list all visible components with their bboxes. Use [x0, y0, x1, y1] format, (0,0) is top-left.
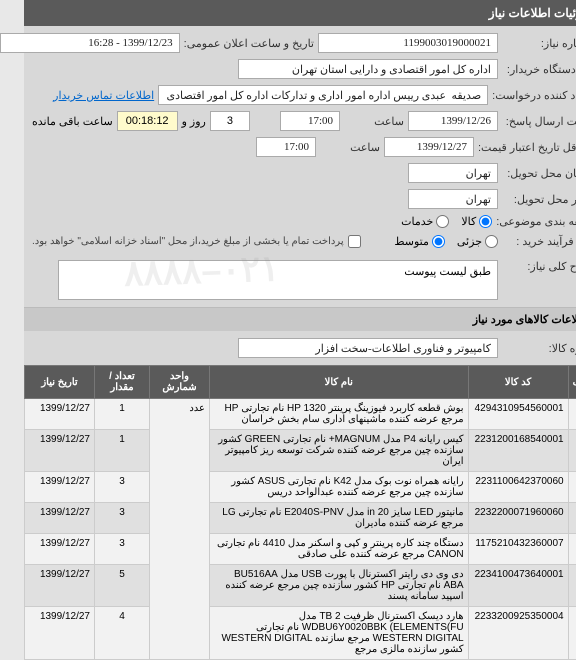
cell-date: 1399/12/27: [1, 430, 71, 472]
group-input[interactable]: [214, 338, 474, 358]
cell-qty: 3: [71, 503, 126, 534]
cell-code: 2233200925350004: [444, 607, 544, 660]
cell-qty: 3: [71, 534, 126, 565]
countdown-box: 00:18:12: [93, 111, 154, 131]
cell-qty: 4: [71, 607, 126, 660]
cell-row: [544, 607, 575, 660]
cell-name: کیس رایانه P4 مدل MAGNUM+ نام تجارتی GRE…: [186, 430, 445, 472]
table-row[interactable]: 2232200071960060 مانیتور LED سایز 20 in …: [1, 503, 576, 534]
col-row: ردیف: [544, 366, 575, 399]
hour-label-2: ساعت: [296, 141, 356, 154]
province-label: استان محل تحویل:: [478, 167, 568, 180]
cell-date: 1399/12/27: [1, 534, 71, 565]
cell-code: 2234100473640001: [444, 565, 544, 607]
cell-row: 1: [544, 399, 575, 430]
cell-code: 2232200071960060: [444, 503, 544, 534]
cell-qty: 5: [71, 565, 126, 607]
cell-code: 1175210432360007: [444, 534, 544, 565]
pay-note-text: پرداخت تمام یا بخشی از مبلغ خرید،از محل …: [8, 234, 320, 249]
cell-row: [544, 472, 575, 503]
cell-row: [544, 503, 575, 534]
req-number-input[interactable]: [294, 33, 474, 53]
table-row[interactable]: 2231100642370060 رایانه همراه نوت بوک مد…: [1, 472, 576, 503]
public-date-label: تاریخ و ساعت اعلان عمومی:: [160, 37, 290, 50]
buyer-contact-link[interactable]: اطلاعات تماس خریدار: [29, 89, 130, 102]
cell-row: [544, 534, 575, 565]
days-box: 3: [186, 111, 226, 131]
creator-input[interactable]: [134, 85, 464, 105]
panel-header: جزئیات اطلاعات نیاز: [0, 0, 576, 26]
buyer-org-input[interactable]: [214, 59, 474, 79]
col-qty: تعداد / مقدار: [71, 366, 126, 399]
creator-label: ایجاد کننده درخواست:: [468, 89, 568, 102]
cell-unit: عدد: [126, 399, 186, 660]
items-header: اطلاعات کالاهای مورد نیاز: [0, 307, 576, 331]
table-row[interactable]: 2234100473640001 دی وی دی رایتر اکسترنال…: [1, 565, 576, 607]
radio-motavaset-input[interactable]: [408, 235, 421, 248]
col-date: تاریخ نیاز: [1, 366, 71, 399]
cell-name: مانیتور LED سایز 20 in مدل E2040S-PNV نا…: [186, 503, 445, 534]
cell-name: هارد دیسک اکسترنال ظرفیت TB 2 مدل WDBU6Y…: [186, 607, 445, 660]
cell-date: 1399/12/27: [1, 472, 71, 503]
cell-code: 2231100642370060: [444, 472, 544, 503]
cell-row: [544, 430, 575, 472]
radio-kala-input[interactable]: [455, 215, 468, 228]
radio-jozi[interactable]: جزئی: [433, 235, 474, 248]
cell-qty: 1: [71, 430, 126, 472]
proc-type-label: نوع فرآیند خرید :: [478, 235, 568, 248]
table-row[interactable]: 1175210432360007 دستگاه چند کاره پرینتر …: [1, 534, 576, 565]
col-name: نام کالا: [186, 366, 445, 399]
deadline-hour-input[interactable]: [256, 111, 316, 131]
city-label: شهر محل تحویل:: [478, 193, 568, 206]
cell-date: 1399/12/27: [1, 565, 71, 607]
table-row[interactable]: 1 4294310954560001 بوش قطعه کاربرد فیوزی…: [1, 399, 576, 430]
hour-label-1: ساعت: [320, 115, 380, 128]
deadline-date-input[interactable]: [384, 111, 474, 131]
items-table: ردیف کد کالا نام کالا واحد شمارش تعداد /…: [0, 365, 576, 660]
city-input[interactable]: [384, 189, 474, 209]
table-row[interactable]: 2231200168540001 کیس رایانه P4 مدل MAGNU…: [1, 430, 576, 472]
public-date-input[interactable]: [0, 33, 156, 53]
validity-label: حداقل تاریخ اعتبار قیمت:: [454, 141, 568, 154]
desc-box[interactable]: طبق لیست پیوست: [34, 260, 474, 300]
cell-date: 1399/12/27: [1, 399, 71, 430]
budget-label: طبقه بندی موضوعی:: [472, 215, 568, 228]
cell-row: [544, 565, 575, 607]
group-label: گروه کالا:: [478, 342, 568, 355]
cell-code: 4294310954560001: [444, 399, 544, 430]
cell-qty: 1: [71, 399, 126, 430]
form-area: شماره نیاز: تاریخ و ساعت اعلان عمومی: نا…: [0, 26, 576, 307]
cell-date: 1399/12/27: [1, 607, 71, 660]
cell-date: 1399/12/27: [1, 503, 71, 534]
pay-note-checkbox[interactable]: [324, 235, 337, 248]
col-unit: واحد شمارش: [126, 366, 186, 399]
validity-date-input[interactable]: [360, 137, 450, 157]
req-number-label: شماره نیاز:: [478, 37, 568, 50]
table-row[interactable]: 2233200925350004 هارد دیسک اکسترنال ظرفی…: [1, 607, 576, 660]
cell-qty: 3: [71, 472, 126, 503]
cell-name: دی وی دی رایتر اکسترنال با پورت USB مدل …: [186, 565, 445, 607]
days-label: روز و: [158, 115, 182, 128]
cell-name: رایانه همراه نوت بوک مدل K42 نام تجارتی …: [186, 472, 445, 503]
validity-hour-input[interactable]: [232, 137, 292, 157]
panel-title: جزئیات اطلاعات نیاز: [465, 6, 566, 20]
radio-motavaset[interactable]: متوسط: [370, 235, 421, 248]
cell-code: 2231200168540001: [444, 430, 544, 472]
col-code: کد کالا: [444, 366, 544, 399]
deadline-label: مهلت ارسال پاسخ:: [478, 115, 568, 128]
radio-kala[interactable]: کالا: [437, 215, 468, 228]
radio-khadamat-input[interactable]: [412, 215, 425, 228]
buyer-org-label: نام دستگاه خریدار:: [478, 63, 568, 76]
radio-jozi-input[interactable]: [461, 235, 474, 248]
cell-name: بوش قطعه کاربرد فیوزینگ پرینتر HP 1320 ن…: [186, 399, 445, 430]
remain-label: ساعت باقی مانده: [8, 115, 89, 128]
province-input[interactable]: [384, 163, 474, 183]
radio-khadamat[interactable]: خدمات: [377, 215, 425, 228]
cell-name: دستگاه چند کاره پرینتر و کپی و اسکنر مدل…: [186, 534, 445, 565]
desc-label: شرح کلی نیاز:: [478, 260, 568, 273]
